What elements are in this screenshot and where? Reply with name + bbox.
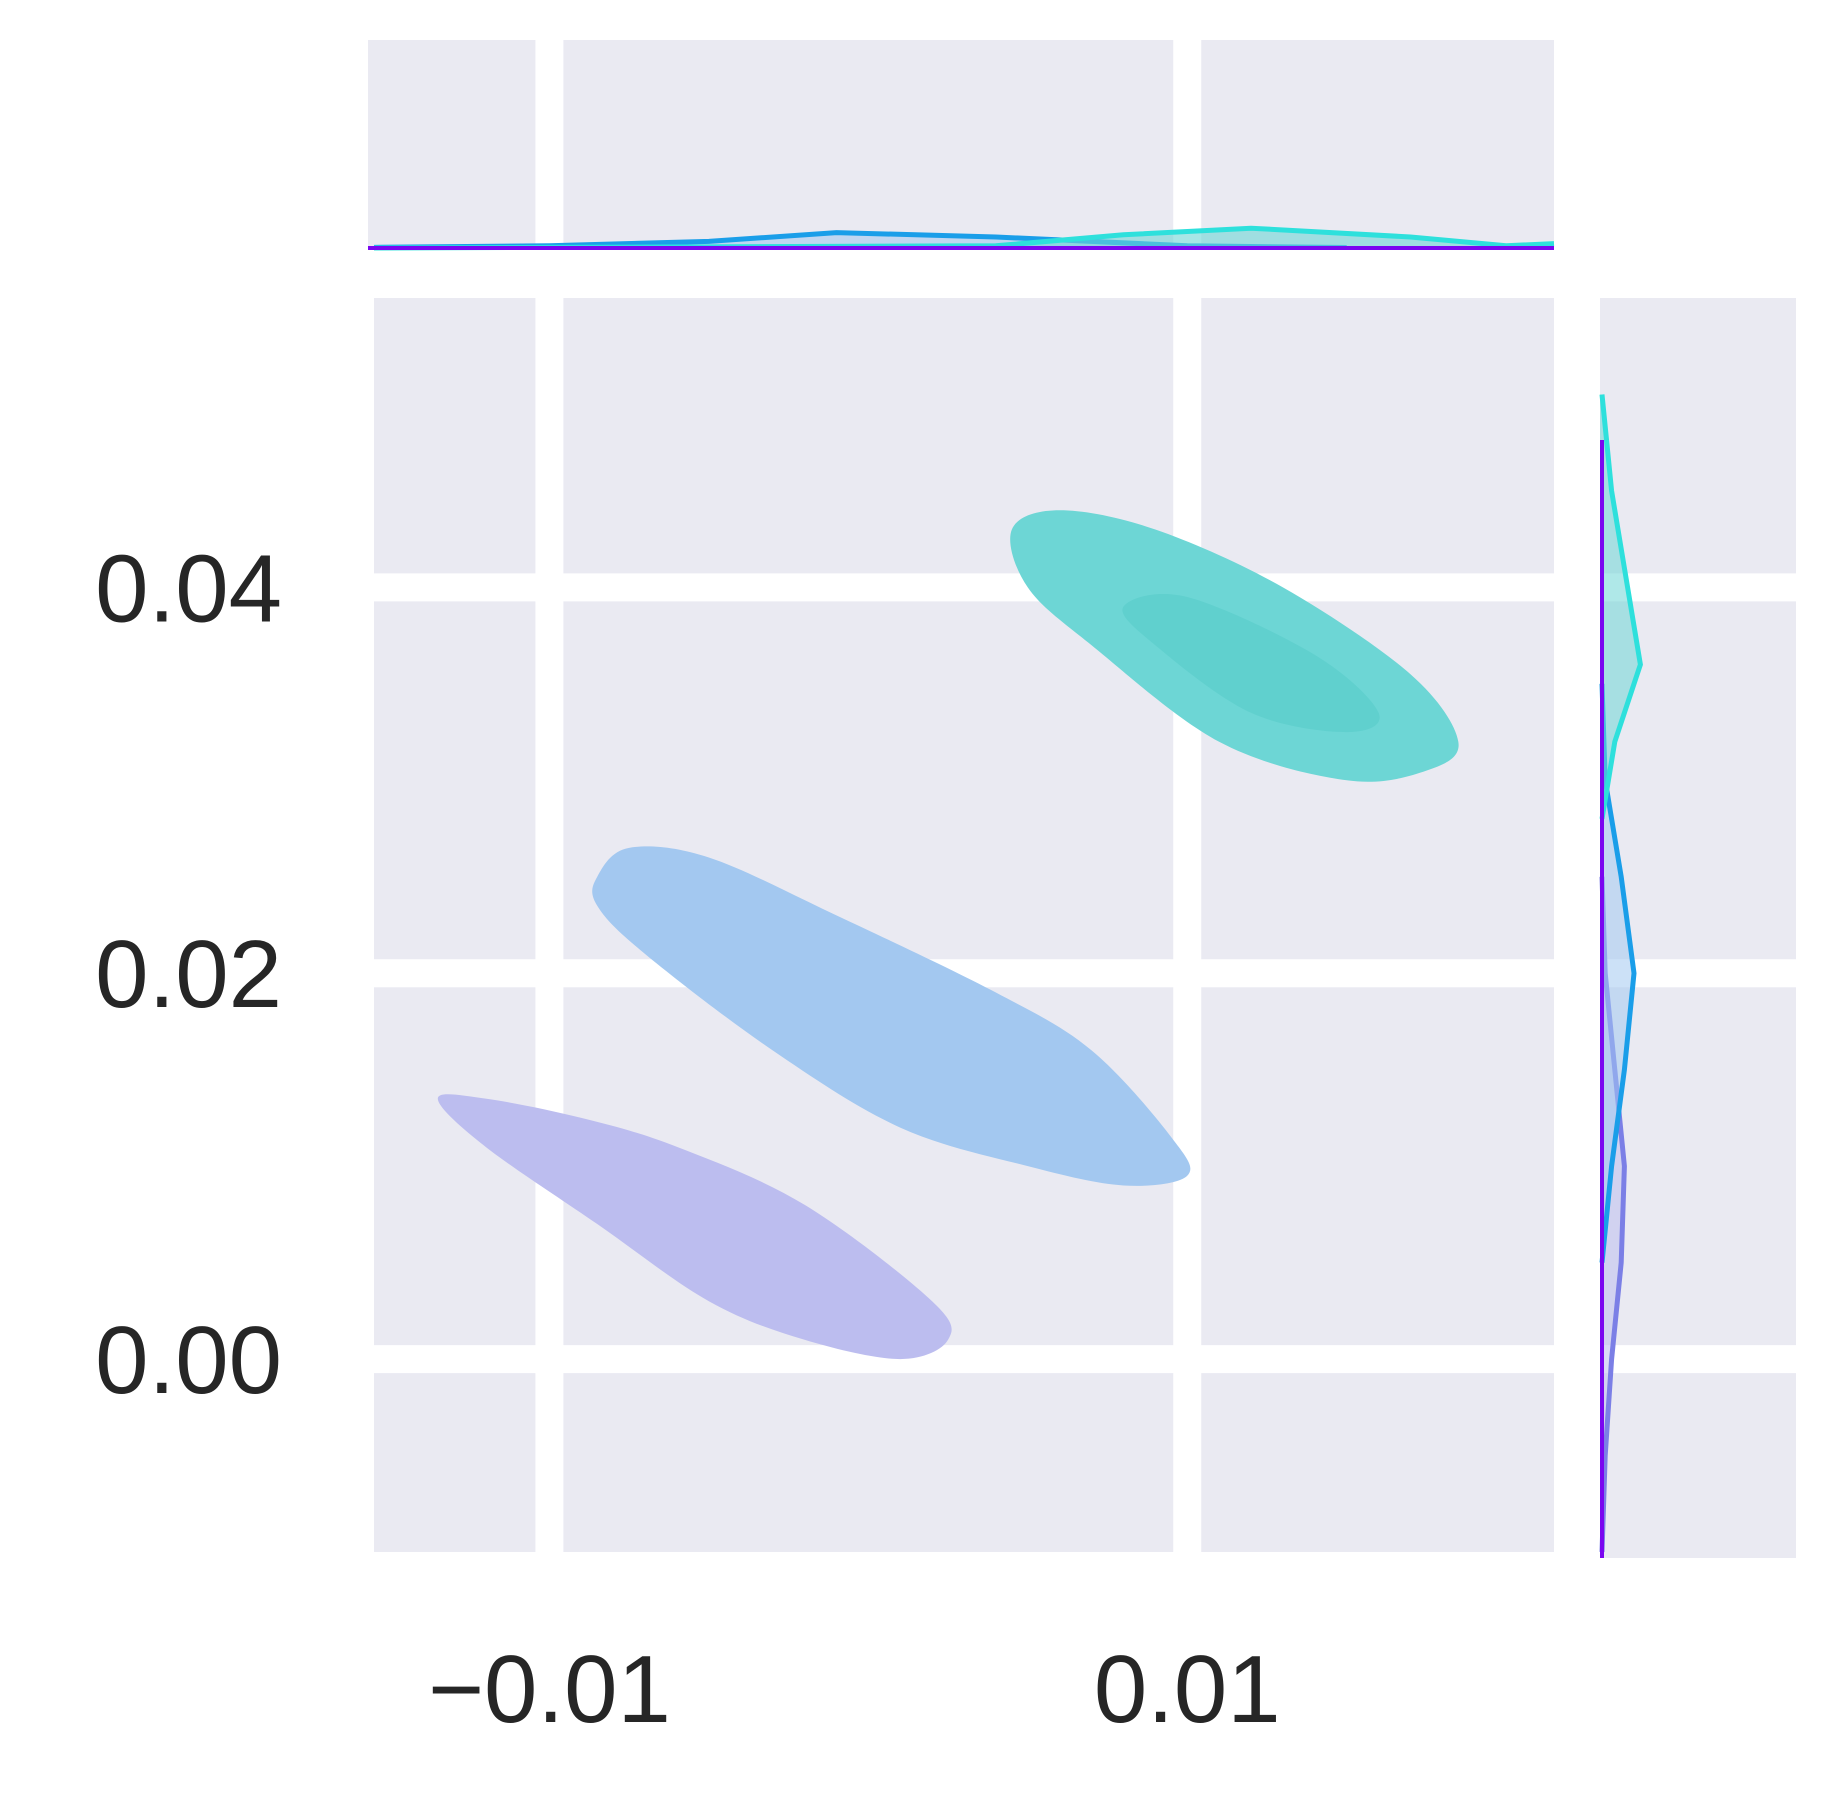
right-marginal-curve: [1599, 394, 1643, 820]
right-marginal-panel: [1599, 298, 1796, 1558]
right-marginal-area: [1600, 394, 1641, 819]
top-marginal-curve: [373, 225, 1555, 251]
y-axis-tick-labels: 0.00 0.02 0.04: [95, 535, 282, 1414]
y-tick-label: 0.00: [95, 1307, 282, 1414]
joint-plot-background: [374, 298, 1554, 1552]
y-tick-label: 0.04: [95, 535, 282, 642]
top-marginal-background: [368, 40, 1554, 250]
y-tick-label: 0.02: [95, 921, 282, 1028]
x-tick-label: 0.01: [1094, 1636, 1281, 1743]
x-axis-tick-labels: −0.01 0.01: [428, 1636, 1281, 1743]
kde-contour-outer: [592, 846, 1191, 1186]
top-marginal-curves: [368, 225, 1555, 251]
x-tick-label: −0.01: [428, 1636, 671, 1743]
right-marginal-area: [1600, 683, 1634, 1263]
joint-panel: [374, 298, 1554, 1552]
kde-contour-outer: [437, 1094, 952, 1360]
top-marginal-area: [374, 228, 1554, 248]
top-marginal-gridlines: [535, 40, 1202, 248]
right-marginal-curves: [1599, 394, 1643, 1558]
top-marginal-panel: [368, 40, 1555, 251]
joint-contours: [437, 510, 1459, 1360]
joint-gridlines: [374, 298, 1554, 1552]
kde-contour-inner: [1122, 594, 1380, 733]
